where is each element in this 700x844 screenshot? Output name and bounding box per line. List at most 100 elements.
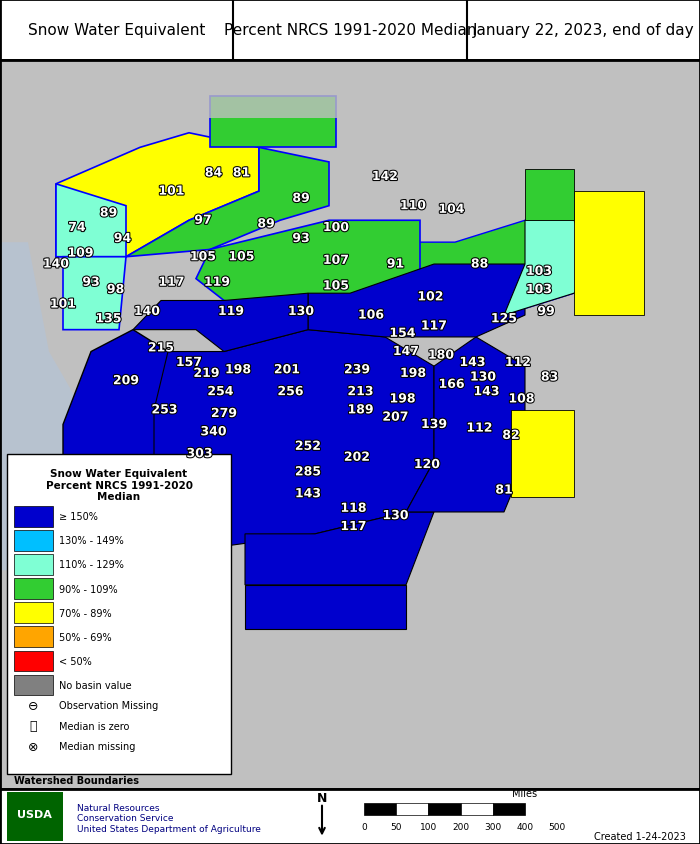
Text: 143: 143 xyxy=(473,386,500,398)
Text: ⓘ: ⓘ xyxy=(29,719,37,733)
Text: 285: 285 xyxy=(295,466,321,479)
Polygon shape xyxy=(525,170,574,221)
Polygon shape xyxy=(406,338,525,512)
FancyBboxPatch shape xyxy=(14,627,52,647)
Text: Snow Water Equivalent: Snow Water Equivalent xyxy=(28,23,205,38)
FancyBboxPatch shape xyxy=(14,506,52,527)
Text: Miles: Miles xyxy=(512,788,538,798)
Text: 400: 400 xyxy=(517,822,533,831)
Text: 102: 102 xyxy=(417,291,444,304)
Text: 93: 93 xyxy=(83,277,99,289)
Text: 198: 198 xyxy=(225,364,251,376)
Text: 140: 140 xyxy=(134,306,160,318)
Text: 130: 130 xyxy=(470,371,496,384)
Text: 90% - 109%: 90% - 109% xyxy=(60,584,118,594)
Text: 97: 97 xyxy=(195,214,211,228)
Text: 180: 180 xyxy=(428,349,454,362)
Text: ⊖: ⊖ xyxy=(28,699,38,711)
Text: 110% - 129%: 110% - 129% xyxy=(60,560,125,570)
Text: 215: 215 xyxy=(148,342,174,355)
Bar xyxy=(364,803,396,815)
Text: 198: 198 xyxy=(389,393,416,406)
Text: 107: 107 xyxy=(323,255,349,268)
Polygon shape xyxy=(511,410,574,498)
Text: 219: 219 xyxy=(193,367,220,381)
Bar xyxy=(493,803,525,815)
Text: 89: 89 xyxy=(293,192,309,206)
Text: 108: 108 xyxy=(508,393,535,406)
Text: 105: 105 xyxy=(190,251,216,264)
Text: 83: 83 xyxy=(541,371,558,384)
Text: 70% - 89%: 70% - 89% xyxy=(60,608,112,618)
Text: 157: 157 xyxy=(176,356,202,370)
Text: 117: 117 xyxy=(421,320,447,333)
FancyBboxPatch shape xyxy=(7,454,231,775)
Text: 81: 81 xyxy=(233,167,250,180)
Polygon shape xyxy=(154,330,434,556)
Text: 106: 106 xyxy=(358,309,384,322)
FancyBboxPatch shape xyxy=(14,675,52,695)
Polygon shape xyxy=(0,643,700,789)
Text: 104: 104 xyxy=(438,203,465,217)
Text: 143: 143 xyxy=(459,356,486,370)
Text: 256: 256 xyxy=(277,386,304,398)
Text: 100: 100 xyxy=(420,822,437,831)
Polygon shape xyxy=(56,185,126,257)
Text: 300: 300 xyxy=(484,822,501,831)
Text: 81: 81 xyxy=(496,484,512,497)
Text: 252: 252 xyxy=(295,441,321,453)
Text: 198: 198 xyxy=(400,367,426,381)
Text: Observation Missing: Observation Missing xyxy=(60,701,159,711)
Polygon shape xyxy=(56,133,259,257)
Text: 253: 253 xyxy=(151,404,178,417)
Text: January 22, 2023, end of day: January 22, 2023, end of day xyxy=(473,23,694,38)
FancyBboxPatch shape xyxy=(14,603,52,623)
Text: 50% - 69%: 50% - 69% xyxy=(60,632,112,642)
Polygon shape xyxy=(0,61,700,119)
FancyBboxPatch shape xyxy=(14,531,52,551)
Text: 500: 500 xyxy=(549,822,566,831)
Polygon shape xyxy=(63,257,126,330)
Text: ⊗: ⊗ xyxy=(28,739,38,753)
Text: 112: 112 xyxy=(505,356,531,370)
Text: 89: 89 xyxy=(100,208,117,220)
Text: Median is zero: Median is zero xyxy=(60,721,130,731)
Text: Snow Water Equivalent
Percent NRCS 1991-2020
Median: Snow Water Equivalent Percent NRCS 1991-… xyxy=(46,468,192,502)
Text: 109: 109 xyxy=(67,247,94,260)
Text: 117: 117 xyxy=(340,521,367,533)
Text: 101: 101 xyxy=(158,186,185,198)
Text: 140: 140 xyxy=(43,258,69,271)
Text: 110: 110 xyxy=(400,200,426,213)
Text: ≥ 150%: ≥ 150% xyxy=(60,511,99,522)
Text: 166: 166 xyxy=(438,378,465,392)
Text: 143: 143 xyxy=(295,488,321,500)
FancyBboxPatch shape xyxy=(14,579,52,599)
Text: 142: 142 xyxy=(372,170,398,184)
Text: 200: 200 xyxy=(452,822,469,831)
Polygon shape xyxy=(574,192,644,316)
FancyBboxPatch shape xyxy=(14,651,52,671)
Text: < 50%: < 50% xyxy=(60,656,92,666)
Text: 117: 117 xyxy=(158,277,185,289)
Text: Created 1-24-2023: Created 1-24-2023 xyxy=(594,830,686,841)
Text: 99: 99 xyxy=(538,306,554,318)
Text: 130: 130 xyxy=(288,306,314,318)
Text: 105: 105 xyxy=(228,251,255,264)
Text: No basin value: No basin value xyxy=(60,680,132,690)
Text: Median missing: Median missing xyxy=(60,741,136,751)
Text: 94: 94 xyxy=(114,233,131,246)
Text: 74: 74 xyxy=(69,222,85,235)
Text: 201: 201 xyxy=(274,364,300,376)
Text: 279: 279 xyxy=(211,408,237,420)
Polygon shape xyxy=(126,149,329,257)
Text: 303: 303 xyxy=(186,447,213,461)
Text: 119: 119 xyxy=(204,277,230,289)
Bar xyxy=(428,803,461,815)
Text: 88: 88 xyxy=(471,258,488,271)
Text: Percent NRCS 1991-2020 Median: Percent NRCS 1991-2020 Median xyxy=(224,23,476,38)
Text: 0: 0 xyxy=(361,822,367,831)
Text: 213: 213 xyxy=(347,386,374,398)
Text: 112: 112 xyxy=(466,422,493,436)
Text: 103: 103 xyxy=(526,266,552,279)
Text: 125: 125 xyxy=(491,313,517,326)
